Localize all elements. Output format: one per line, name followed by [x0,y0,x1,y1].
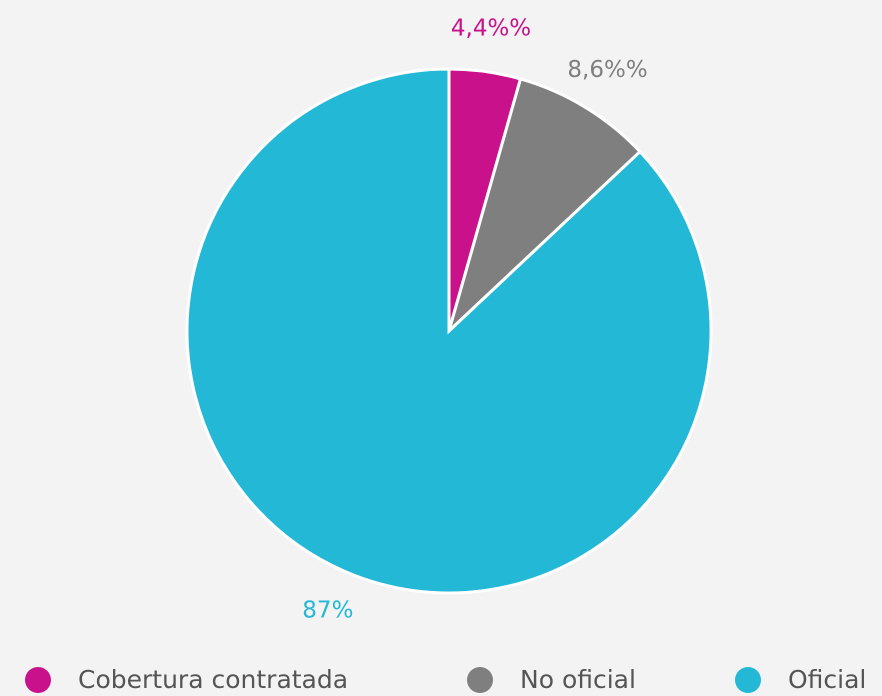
data-label: 87% [302,597,353,623]
data-label: 8,6%% [567,57,647,83]
pie-slice [185,67,713,595]
legend-label: Oficial [788,665,866,694]
legend-label: No oficial [520,665,636,694]
data-label: 4,4%% [451,15,531,41]
legend-label: Cobertura contratada [78,665,348,694]
legend-marker [25,667,51,693]
legend-marker [467,667,493,693]
legend-marker [735,667,761,693]
pie-slice [446,77,643,336]
